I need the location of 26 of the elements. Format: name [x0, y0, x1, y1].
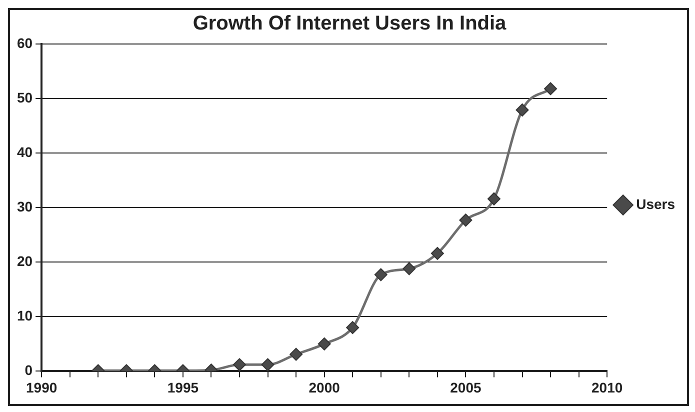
- y-tick-label: 40: [16, 144, 33, 160]
- point: [346, 321, 360, 334]
- point: [374, 268, 388, 282]
- point: [233, 358, 246, 372]
- x-tick-label: 1995: [167, 379, 199, 396]
- point: [544, 82, 558, 96]
- chart-title: Growth Of Internet Users In India: [192, 12, 508, 35]
- x-tick-label: 2010: [592, 379, 623, 396]
- y-tick-label: 60: [16, 34, 33, 51]
- y-tick-label: 30: [16, 198, 33, 214]
- y-tick-label: 0: [24, 362, 33, 378]
- point: [261, 358, 274, 372]
- point: [487, 192, 500, 206]
- point: [290, 348, 303, 361]
- legend-label: Users: [636, 196, 676, 212]
- y-tick-label: 20: [16, 252, 33, 269]
- point: [402, 262, 416, 276]
- x-tick-label: 2000: [308, 379, 340, 396]
- point: [430, 246, 444, 260]
- point: [459, 214, 472, 227]
- y-tick-label: 50: [16, 89, 33, 106]
- point: [516, 103, 529, 116]
- y-tick-label: 10: [16, 308, 33, 324]
- x-tick-label: 1990: [26, 379, 58, 396]
- point: [318, 337, 331, 350]
- x-tick-label: 2005: [450, 379, 482, 396]
